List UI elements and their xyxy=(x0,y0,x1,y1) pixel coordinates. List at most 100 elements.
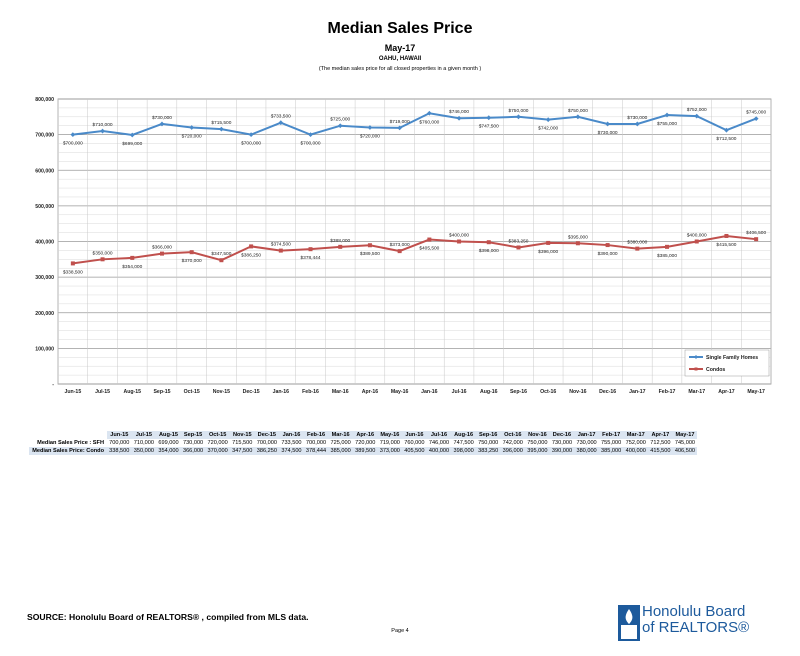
data-point xyxy=(486,115,492,121)
table-cell: 380,000 xyxy=(574,447,599,455)
data-label: $699,000 xyxy=(122,141,142,147)
data-label: $415,500 xyxy=(716,242,736,248)
data-label: $745,000 xyxy=(746,110,766,116)
data-point xyxy=(486,240,491,245)
data-point xyxy=(248,132,254,138)
chart-subtitle: May-17 xyxy=(384,43,416,53)
data-label: $406,500 xyxy=(746,230,766,236)
data-label: $400,000 xyxy=(449,233,469,239)
table-cell: 730,000 xyxy=(576,440,597,446)
x-tick-label: Sep-15 xyxy=(153,389,170,395)
data-label: $366,000 xyxy=(152,245,172,251)
data-label: $730,000 xyxy=(598,130,618,136)
data-point xyxy=(664,112,670,118)
table-cell: 700,000 xyxy=(305,440,327,446)
logo-mark-icon xyxy=(618,605,640,641)
y-tick-label: - xyxy=(52,382,54,388)
table-cell: 378,444 xyxy=(303,447,329,455)
data-label: $752,000 xyxy=(687,107,707,113)
data-label: $725,000 xyxy=(330,117,350,123)
data-point xyxy=(665,244,670,249)
source-note: SOURCE: Honolulu Board of REALTORS® , co… xyxy=(27,612,309,622)
data-label: $742,000 xyxy=(538,126,558,132)
data-point xyxy=(100,257,105,262)
table-cell: 370,000 xyxy=(205,447,230,455)
table-header-cell: Jul-15 xyxy=(131,431,157,439)
table-header-cell: Apr-16 xyxy=(352,431,378,439)
table-header-cell: Jun-16 xyxy=(402,431,427,439)
table-header-cell: Dec-16 xyxy=(549,431,575,439)
table-cell: 386,250 xyxy=(254,447,280,455)
legend-box xyxy=(684,349,770,377)
table-cell: 400,000 xyxy=(426,447,452,455)
data-label: $395,000 xyxy=(568,234,588,240)
table-row: Median Sales Price: Condo 338,500 350,000 3… xyxy=(29,447,698,455)
data-point xyxy=(694,113,700,119)
data-point xyxy=(634,121,640,127)
table-cell: 350,000 xyxy=(131,447,157,455)
data-label: $390,000 xyxy=(598,251,618,257)
data-label: $719,000 xyxy=(390,119,410,125)
data-point xyxy=(754,237,759,242)
data-label: $374,500 xyxy=(271,242,291,248)
data-point xyxy=(694,239,699,244)
chart-note: (The median sales price for all closed p… xyxy=(318,66,482,72)
table-cell: 347,500 xyxy=(229,447,255,455)
table-cell: 406,500 xyxy=(672,447,698,455)
data-label: $730,000 xyxy=(152,115,172,121)
x-tick-label: Aug-16 xyxy=(480,389,498,395)
x-tick-label: Aug-15 xyxy=(123,389,141,395)
data-point xyxy=(100,128,105,134)
data-point xyxy=(337,123,343,129)
data-label: $750,000 xyxy=(568,108,588,114)
table-cell: 389,500 xyxy=(352,447,378,455)
y-tick-label: 400,000 xyxy=(35,240,54,246)
data-label: $370,000 xyxy=(182,258,202,264)
table-header-cell: Feb-17 xyxy=(598,431,624,439)
data-point xyxy=(575,241,580,246)
data-point xyxy=(278,120,284,126)
table-header-cell: May-17 xyxy=(672,431,698,439)
data-label: $700,000 xyxy=(301,141,321,147)
table-cell: 400,000 xyxy=(623,447,649,455)
data-label: $750,000 xyxy=(508,108,528,114)
table-cell: 747,500 xyxy=(453,440,474,446)
data-label: $710,000 xyxy=(93,122,113,128)
x-tick-label: Nov-16 xyxy=(569,389,586,395)
logo-line2: of REALTORS® xyxy=(642,619,750,636)
table-cell: 385,000 xyxy=(328,447,353,455)
table-row-label: Median Sales Price: Condo xyxy=(29,447,107,455)
y-tick-label: 700,000 xyxy=(35,133,54,139)
data-label: $720,000 xyxy=(182,134,202,140)
table-cell: 700,000 xyxy=(256,440,277,446)
data-label: $747,500 xyxy=(479,124,499,130)
x-tick-label: Jan-17 xyxy=(629,389,646,395)
table-cell: 405,500 xyxy=(402,447,427,455)
data-point xyxy=(219,258,224,263)
table-header-cell: Dec-15 xyxy=(254,431,280,439)
table-cell: 725,000 xyxy=(330,440,351,446)
table-header-cell: Jan-16 xyxy=(279,431,304,439)
data-point xyxy=(605,121,611,127)
x-tick-label: Nov-15 xyxy=(213,389,230,395)
data-point xyxy=(249,244,254,249)
data-point xyxy=(456,115,462,121)
table-cell: 733,500 xyxy=(281,440,302,446)
data-label: $385,000 xyxy=(657,253,677,259)
y-tick-label: 200,000 xyxy=(35,311,54,317)
data-label: $386,250 xyxy=(241,252,261,258)
data-label: $347,500 xyxy=(211,251,231,257)
x-tick-label: Oct-16 xyxy=(540,389,556,395)
table-cell: 385,000 xyxy=(598,447,624,455)
data-point xyxy=(367,125,373,130)
table-header-cell: Oct-15 xyxy=(205,431,230,439)
data-label: $746,000 xyxy=(449,109,469,115)
table-cell: 720,000 xyxy=(207,440,228,446)
data-point xyxy=(159,121,165,127)
table-cell: 720,000 xyxy=(355,440,376,446)
x-tick-label: Dec-16 xyxy=(599,389,616,395)
data-point xyxy=(70,261,75,266)
data-point xyxy=(129,132,135,138)
table-cell: 366,000 xyxy=(180,447,206,455)
data-label: $700,000 xyxy=(63,141,83,147)
